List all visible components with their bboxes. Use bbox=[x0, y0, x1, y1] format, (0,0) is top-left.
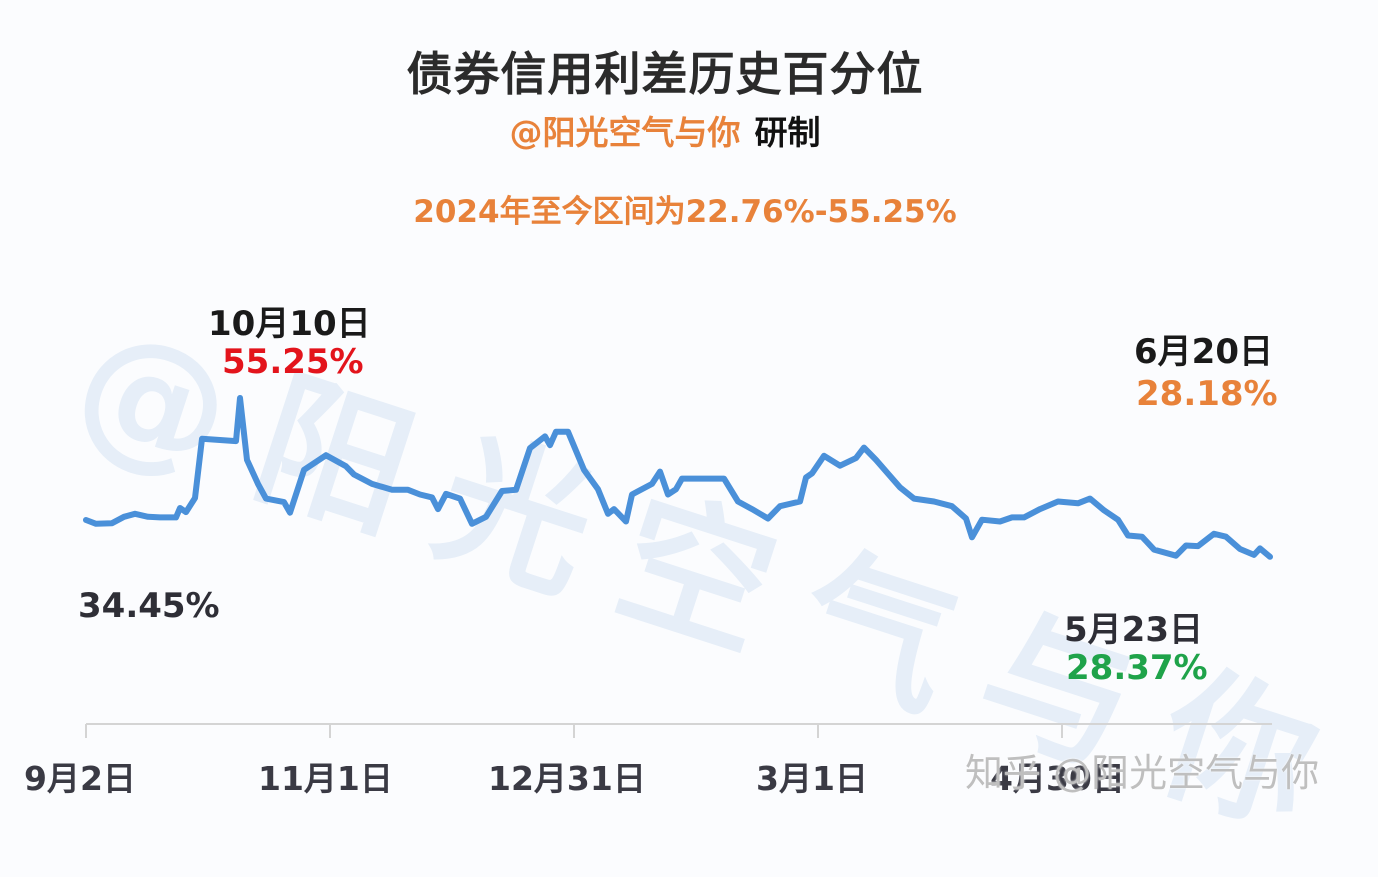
x-tick-label: 11月1日 bbox=[258, 759, 393, 798]
x-tick-label: 3月1日 bbox=[756, 759, 868, 798]
x-tick-label: 4月30日 bbox=[990, 759, 1125, 798]
zhihu-watermark: 知乎 @阳光空气与你 bbox=[965, 751, 1320, 795]
x-tick-label: 12月31日 bbox=[488, 759, 646, 798]
peak-value-label: 55.25% bbox=[222, 342, 364, 382]
made-by-label: 研制 bbox=[754, 113, 821, 152]
author-handle: @阳光空气与你 bbox=[509, 113, 741, 152]
start-value-label: 34.45% bbox=[78, 586, 220, 626]
x-tick-label: 9月2日 bbox=[24, 759, 136, 798]
chart-title: 债券信用利差历史百分位 bbox=[406, 47, 924, 101]
low-date-label: 5月23日 bbox=[1064, 610, 1203, 650]
peak-date-label: 10月10日 bbox=[208, 304, 371, 344]
latest-date-label: 6月20日 bbox=[1134, 332, 1273, 372]
line-chart bbox=[83, 395, 1273, 738]
x-axis-ticks bbox=[85, 724, 1063, 738]
series-line bbox=[83, 395, 1273, 560]
chart-subtitle: @阳光空气与你 研制 bbox=[0, 106, 1330, 154]
low-value-label: 28.37% bbox=[1066, 648, 1208, 688]
latest-value-label: 28.18% bbox=[1136, 374, 1278, 414]
range-note: 2024年至今区间为22.76%-55.25% bbox=[413, 194, 957, 230]
